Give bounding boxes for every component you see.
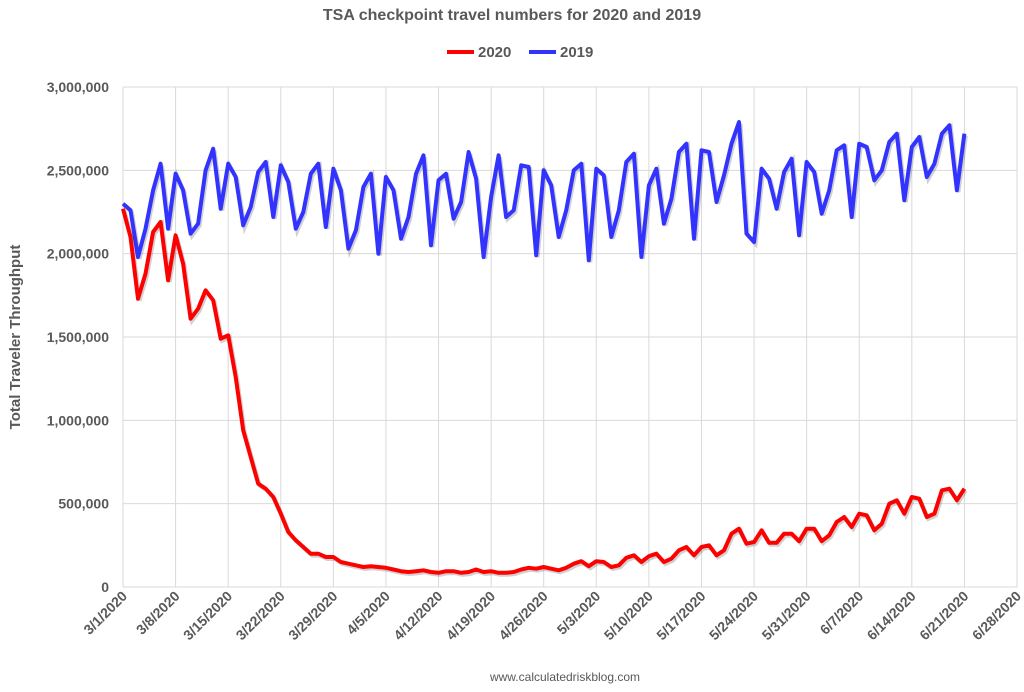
x-tick-label: 5/31/2020 xyxy=(758,588,814,644)
x-tick-label: 6/7/2020 xyxy=(817,588,867,638)
y-tick-label: 2,000,000 xyxy=(47,246,109,262)
y-tick-label: 2,500,000 xyxy=(47,162,109,178)
y-tick-label: 0 xyxy=(101,579,109,595)
y-tick-label: 1,500,000 xyxy=(47,329,109,345)
series-line-2019 xyxy=(121,120,967,263)
chart-title: TSA checkpoint travel numbers for 2020 a… xyxy=(323,7,701,24)
legend: 2020 2019 xyxy=(447,44,593,61)
series-shadow-2019 xyxy=(123,122,968,263)
legend-label-2020: 2020 xyxy=(478,44,511,61)
x-tick-label: 5/10/2020 xyxy=(601,588,657,644)
legend-label-2019: 2019 xyxy=(560,44,593,61)
x-tick-label: 3/8/2020 xyxy=(133,588,183,638)
series-line-2020 xyxy=(121,208,967,575)
y-tick-label: 1,000,000 xyxy=(47,412,109,428)
y-tick-label: 500,000 xyxy=(58,496,109,512)
x-tick-label: 3/15/2020 xyxy=(180,588,236,644)
x-tick-label: 3/29/2020 xyxy=(285,588,341,644)
y-tick-label: 3,000,000 xyxy=(47,79,109,95)
footer-source: www.calculatedriskblog.com xyxy=(489,670,640,684)
x-tick-label: 5/24/2020 xyxy=(706,588,762,644)
x-tick-label: 4/5/2020 xyxy=(343,588,393,638)
x-tick-label: 3/1/2020 xyxy=(80,588,130,638)
x-tick-label: 4/12/2020 xyxy=(390,588,446,644)
x-axis-ticks: 3/1/2020 3/8/20203/15/20203/22/20203/29/2… xyxy=(80,588,1024,644)
y-axis-ticks: 0 500,000 1,000,000 1,500,000 2,000,000 2,500… xyxy=(47,79,110,595)
x-tick-label: 5/17/2020 xyxy=(653,588,709,644)
x-tick-label: 6/21/2020 xyxy=(916,588,972,644)
x-tick-label: 6/28/2020 xyxy=(969,588,1024,644)
y-axis-label: Total Traveler Throughput xyxy=(7,245,24,430)
x-tick-label: 6/14/2020 xyxy=(864,588,920,644)
series-lines xyxy=(121,120,968,577)
x-tick-label: 3/22/2020 xyxy=(233,588,289,644)
x-tick-label: 4/26/2020 xyxy=(495,588,551,644)
x-tick-label: 5/3/2020 xyxy=(554,588,604,638)
x-tick-label: 4/19/2020 xyxy=(443,588,499,644)
